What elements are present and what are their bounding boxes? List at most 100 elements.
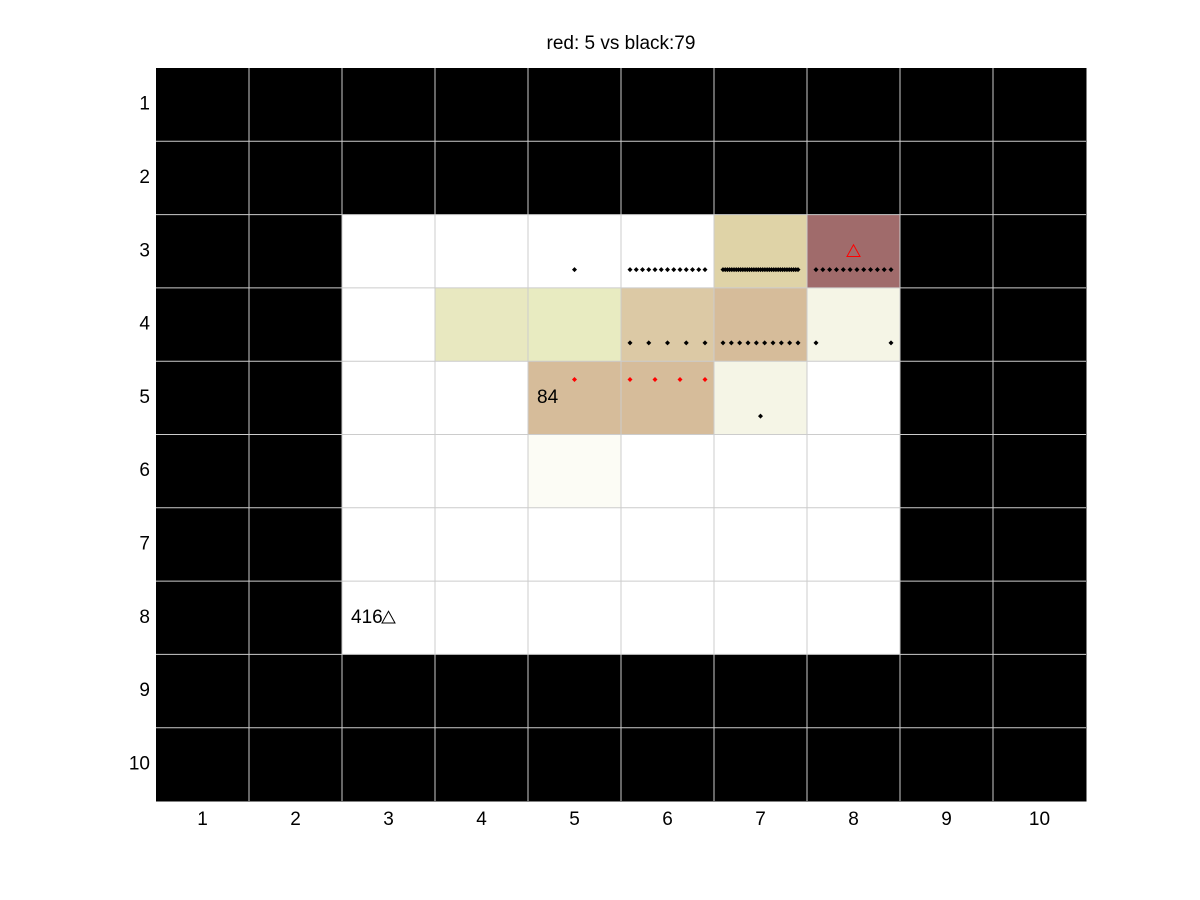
dot [874,267,880,273]
cell [528,654,622,729]
cell [993,507,1087,582]
dot [683,267,689,273]
y-tick-label: 2 [139,167,150,188]
x-tick-label: 7 [755,809,766,830]
cell [621,68,715,142]
cell [156,287,250,362]
cell [807,68,901,142]
cell [156,214,250,289]
cell [435,361,529,435]
cell [993,434,1087,509]
cell [621,287,715,362]
cell [621,434,715,509]
dot [696,267,702,273]
dot [690,267,695,273]
cell [342,361,436,435]
cell [435,287,529,362]
cell [900,141,994,216]
cell [993,361,1087,435]
dot [702,340,708,346]
cell [714,434,808,509]
dot [677,377,683,383]
dot [677,267,683,273]
cell [156,654,250,729]
cell [714,287,808,362]
cell [621,141,715,216]
dot [646,267,652,273]
cell [528,507,622,582]
dot [833,267,839,273]
dot [671,267,677,273]
cell [714,581,808,655]
cell [528,727,622,802]
dot [795,267,801,273]
dot [770,340,776,346]
cell [621,581,715,655]
dot [847,267,853,273]
cell [807,141,901,216]
x-tick-label: 3 [383,809,394,830]
cell [621,214,715,289]
cell [156,68,250,142]
dot [861,267,867,273]
cell [900,727,994,802]
dot [627,267,633,273]
dot [627,340,633,346]
dot [652,267,658,273]
dot [683,340,689,346]
cell [342,581,436,655]
y-tick-label: 4 [139,314,150,335]
cell [807,727,901,802]
cell [435,214,529,289]
cell [807,507,901,582]
dot [745,340,751,346]
dot [737,340,743,346]
dot [572,377,577,383]
cell [249,214,343,289]
cell [249,434,343,509]
x-tick-label: 2 [290,809,301,830]
cell [249,654,343,729]
cell [156,727,250,802]
cell [993,214,1087,289]
y-tick-label: 8 [139,607,150,628]
chart-title: red: 5 vs black:79 [547,33,696,54]
cell [342,141,436,216]
dot [640,267,645,273]
dot [646,340,652,346]
cell [900,287,994,362]
x-tick-label: 1 [197,809,208,830]
cell [249,141,343,216]
cell [807,214,901,289]
x-tick-label: 4 [476,809,487,830]
dot [854,267,860,273]
cell [435,141,529,216]
cell [714,654,808,729]
dot [888,267,894,273]
x-tick-label: 6 [662,809,673,830]
dot [633,267,639,273]
cell [435,434,529,509]
cell [621,727,715,802]
cell [342,507,436,582]
cell [249,581,343,655]
y-tick-label: 1 [139,94,150,115]
y-tick-label: 9 [139,680,150,701]
cell [714,507,808,582]
cell [342,214,436,289]
dot [720,340,726,346]
dot [652,377,658,383]
cell [900,434,994,509]
cell [807,361,901,435]
y-tick-label: 3 [139,240,150,261]
cell [900,361,994,435]
cell [528,581,622,655]
cell [807,654,901,729]
cell [435,507,529,582]
dot [753,340,759,346]
dot [827,267,833,273]
x-tick-label: 8 [848,809,859,830]
dot [888,340,894,346]
cell [249,507,343,582]
